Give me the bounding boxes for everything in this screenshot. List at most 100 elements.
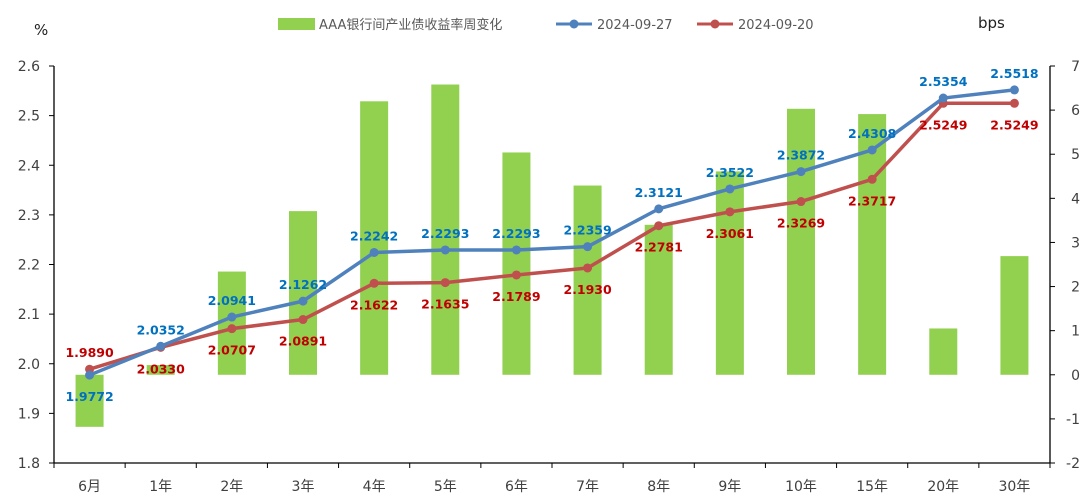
bar-15年	[858, 114, 887, 375]
line-2024-09-20	[89, 101, 1015, 371]
bar-6年	[502, 152, 531, 375]
left-tick-label: 2.4	[18, 158, 40, 174]
marker-2024-09-27	[1009, 85, 1019, 95]
right-tick-label: 7	[1071, 59, 1080, 75]
marker-2024-09-20	[440, 278, 450, 288]
bar-9年	[715, 171, 744, 375]
left-tick-label: 2.0	[18, 357, 40, 373]
data-label-0920: 2.3269	[777, 216, 825, 231]
x-tick-label: 6年	[505, 479, 528, 495]
data-label-0927: 2.0941	[208, 293, 256, 308]
legend-swatch-bar	[278, 18, 315, 30]
data-label-0920: 2.1789	[492, 289, 540, 304]
data-label-0920: 2.3061	[706, 226, 754, 241]
bar-7年	[573, 185, 602, 375]
bar-6月	[75, 374, 104, 427]
left-tick-label: 2.5	[18, 109, 40, 125]
right-tick-label: 4	[1071, 191, 1080, 207]
bar-20年	[929, 328, 958, 375]
marker-2024-09-20	[1009, 98, 1019, 108]
left-tick-label: 2.1	[18, 307, 40, 323]
data-label-0920: 2.0330	[137, 361, 186, 376]
legend-label-bar: AAA银行间产业债收益率周变化	[319, 17, 502, 33]
legend-label-0920: 2024-09-20	[738, 18, 814, 33]
marker-2024-09-27	[654, 204, 664, 214]
data-label-0920: 1.9890	[65, 345, 114, 360]
x-tick-label: 8年	[647, 479, 670, 495]
x-tick-label: 30年	[999, 479, 1031, 495]
line-2024-09-27	[88, 88, 1015, 377]
marker-2024-09-20	[725, 207, 735, 217]
data-label-0920: 2.0891	[279, 334, 327, 349]
x-tick-label: 2年	[220, 479, 243, 495]
legend-marker-0920	[710, 19, 720, 29]
marker-2024-09-27	[511, 245, 521, 255]
bar-1年	[146, 365, 175, 375]
data-label-0927: 2.4308	[848, 126, 896, 141]
data-label-0920: 2.0707	[208, 343, 256, 358]
x-tick-label: 4年	[363, 479, 386, 495]
marker-2024-09-20	[511, 270, 521, 280]
data-label-0920: 2.1622	[350, 297, 398, 312]
marker-2024-09-27	[227, 312, 237, 322]
data-label-0927: 2.3121	[635, 185, 683, 200]
marker-2024-09-20	[654, 221, 664, 231]
data-label-0920: 2.5249	[919, 117, 967, 132]
marker-2024-09-27	[85, 370, 95, 380]
data-label-0927: 2.5518	[990, 66, 1038, 81]
marker-2024-09-20	[369, 278, 379, 288]
left-tick-label: 1.8	[18, 456, 40, 472]
data-label-0927: 2.1262	[279, 277, 327, 292]
x-tick-label: 6月	[78, 479, 101, 495]
data-label-0927: 2.2359	[563, 223, 611, 238]
bar-5年	[431, 84, 460, 375]
bar-2年	[217, 271, 246, 375]
right-axis-unit: bps	[978, 14, 1005, 32]
right-tick-label: 5	[1071, 147, 1080, 163]
left-tick-label: 2.6	[18, 59, 40, 75]
data-label-0927: 2.2293	[421, 226, 469, 241]
data-label-0927: 2.3872	[777, 148, 825, 163]
bar-30年	[1000, 256, 1029, 375]
marker-2024-09-27	[298, 296, 308, 306]
marker-2024-09-20	[796, 197, 806, 207]
right-tick-label: 3	[1071, 235, 1080, 251]
x-tick-label: 1年	[149, 479, 172, 495]
marker-2024-09-20	[227, 324, 237, 334]
data-label-0927: 2.0352	[137, 322, 185, 337]
x-tick-label: 5年	[434, 479, 457, 495]
left-tick-label: 2.2	[18, 258, 40, 274]
marker-2024-09-27	[938, 93, 948, 103]
bar-4年	[360, 101, 389, 375]
bar-8年	[644, 224, 673, 375]
data-label-0927: 2.3522	[706, 165, 754, 180]
marker-2024-09-20	[298, 315, 308, 325]
x-tick-label: 15年	[856, 479, 888, 495]
marker-2024-09-27	[867, 145, 877, 155]
legend-marker-0927	[569, 19, 579, 29]
data-label-0927: 2.5354	[919, 74, 968, 89]
marker-2024-09-20	[867, 174, 877, 184]
right-tick-label: -2	[1066, 456, 1080, 472]
legend-label-0927: 2024-09-27	[597, 18, 673, 33]
data-label-0927: 2.2242	[350, 228, 398, 243]
left-axis-unit: %	[34, 21, 48, 39]
left-tick-label: 1.9	[18, 406, 40, 422]
x-tick-label: 9年	[718, 479, 741, 495]
marker-2024-09-27	[369, 247, 379, 257]
data-label-0920: 2.2781	[635, 240, 683, 255]
marker-2024-09-27	[440, 245, 450, 255]
data-label-0920: 2.3717	[848, 193, 896, 208]
right-tick-label: 1	[1071, 324, 1080, 340]
data-label-0920: 2.5249	[990, 117, 1038, 132]
bar-10年	[787, 108, 815, 375]
x-tick-label: 7年	[576, 479, 599, 495]
x-tick-label: 3年	[292, 479, 315, 495]
marker-2024-09-27	[156, 341, 166, 351]
left-tick-label: 2.3	[18, 208, 40, 224]
marker-2024-09-27	[583, 242, 593, 252]
marker-2024-09-20	[583, 263, 593, 273]
x-tick-label: 20年	[927, 479, 959, 495]
marker-2024-09-27	[725, 184, 735, 194]
